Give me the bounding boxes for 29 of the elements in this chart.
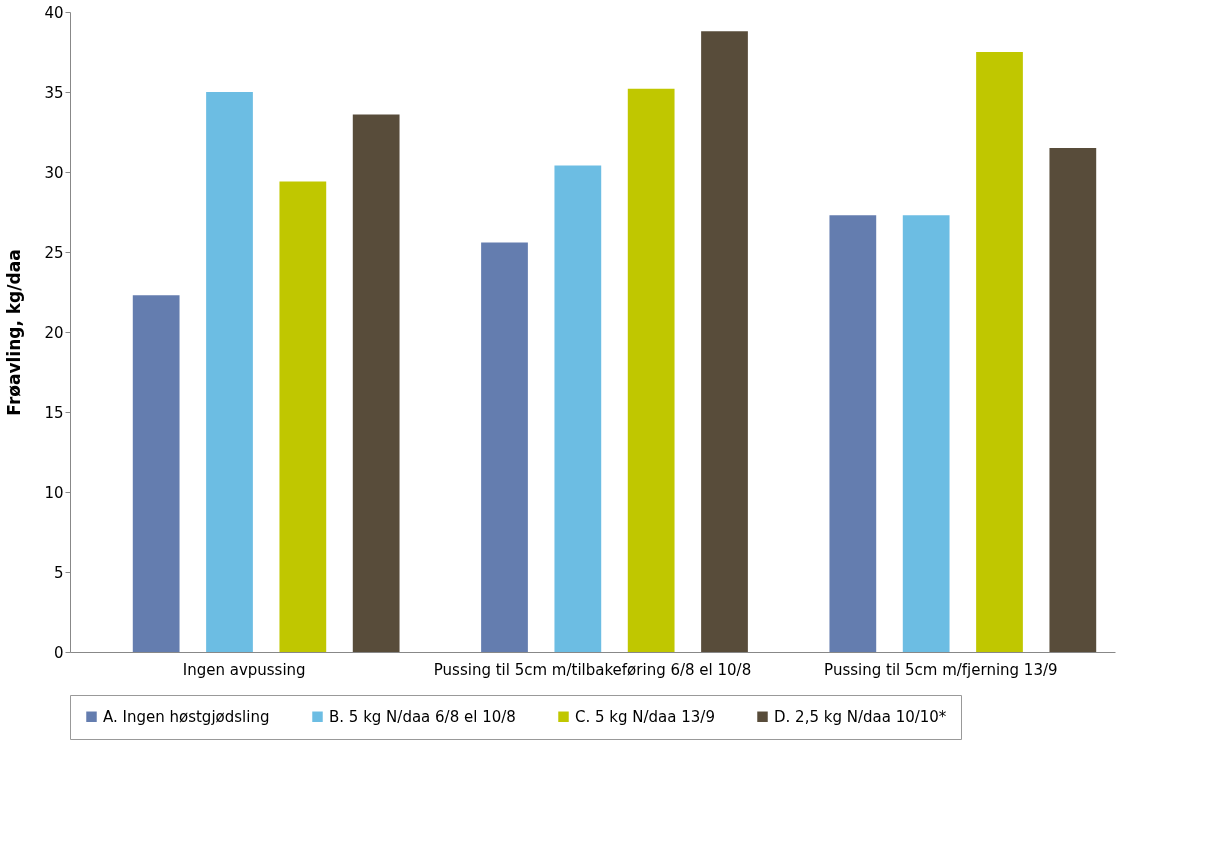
legend-label: B. 5 kg N/daa 6/8 el 10/8 — [329, 707, 516, 726]
y-tick-label: 25 — [44, 243, 64, 262]
bar — [902, 215, 950, 652]
bar — [1049, 148, 1097, 652]
y-tick-label: 40 — [44, 3, 64, 22]
y-tick-label: 5 — [53, 563, 64, 582]
y-tick-label: 15 — [44, 403, 64, 422]
legend-label: C. 5 kg N/daa 13/9 — [575, 707, 715, 726]
bar — [554, 165, 602, 652]
y-tick-label: 20 — [44, 323, 64, 342]
y-tick-label: 10 — [44, 483, 64, 502]
bar — [352, 114, 400, 652]
bar — [279, 181, 327, 652]
x-tick-label: Pussing til 5cm m/tilbakeføring 6/8 el 10/8 — [433, 660, 752, 679]
y-axis-title: Frøavling, kg/daa — [4, 249, 25, 416]
legend-label: D. 2,5 kg N/daa 10/10* — [774, 707, 947, 726]
bar — [976, 52, 1023, 652]
legend-label: A. Ingen høstgjødsling — [103, 707, 270, 726]
bar — [206, 92, 253, 652]
bar — [701, 31, 748, 652]
x-tick-label: Pussing til 5cm m/fjerning 13/9 — [824, 660, 1058, 679]
y-tick-label: 35 — [44, 83, 64, 102]
bar — [481, 242, 528, 652]
x-tick-label: Ingen avpussing — [182, 660, 306, 679]
y-tick-label: 30 — [44, 163, 64, 182]
bar — [627, 88, 675, 652]
bar — [829, 215, 877, 652]
y-tick-label: 0 — [53, 643, 64, 662]
bar — [132, 295, 180, 652]
